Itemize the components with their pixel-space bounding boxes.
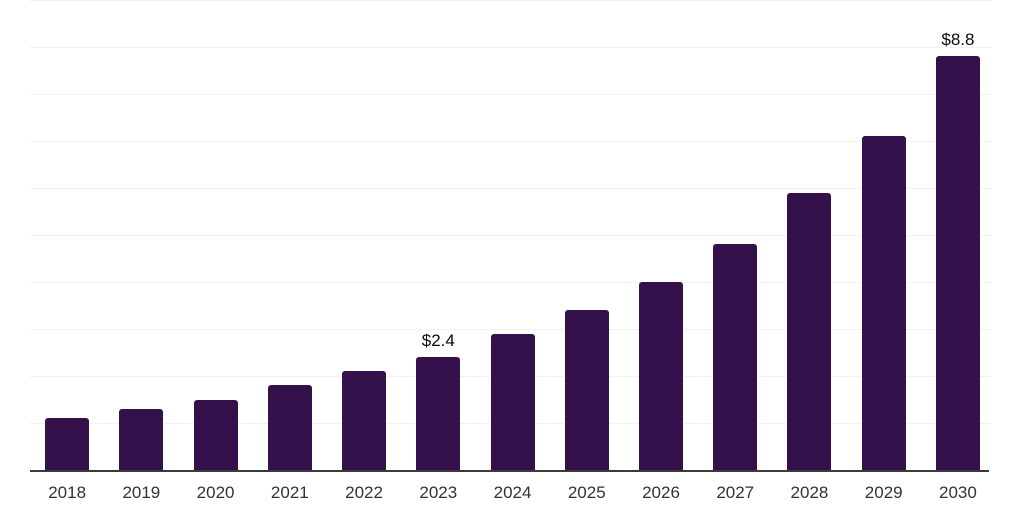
bar-slot-2029 bbox=[847, 0, 921, 470]
bar-slot-2026 bbox=[624, 0, 698, 470]
bar-2026 bbox=[638, 282, 683, 470]
bar-2029 bbox=[861, 136, 906, 470]
bar-value-label-2023: $2.4 bbox=[421, 331, 455, 351]
bar-slot-2025 bbox=[550, 0, 624, 470]
bar-2028 bbox=[787, 192, 832, 470]
bar-2024 bbox=[490, 333, 535, 470]
gridline bbox=[30, 47, 992, 48]
gridline bbox=[30, 282, 992, 283]
bar-value-label-2030: $8.8 bbox=[941, 30, 975, 50]
bar-slot-2019 bbox=[104, 0, 178, 470]
gridline bbox=[30, 329, 992, 330]
bar-2019 bbox=[119, 408, 164, 470]
bar-slot-2018 bbox=[30, 0, 104, 470]
gridline bbox=[30, 0, 992, 1]
bar-slot-2030: $8.8 bbox=[921, 0, 995, 470]
x-tick-label-2029: 2029 bbox=[864, 483, 903, 502]
x-tick-label-2025: 2025 bbox=[567, 483, 606, 502]
bar-2021 bbox=[267, 385, 312, 470]
x-tick-label-2027: 2027 bbox=[716, 483, 755, 502]
x-tick-label-2028: 2028 bbox=[790, 483, 829, 502]
bar-slot-2023: $2.4 bbox=[401, 0, 475, 470]
bar-2020 bbox=[193, 399, 238, 470]
x-axis-labels: 2018 2019 2020 2021 2022 2023 2024 2025 2026 2027… bbox=[30, 481, 995, 505]
bar-slot-2024 bbox=[475, 0, 549, 470]
gridline bbox=[30, 188, 992, 189]
x-tick-label-2022: 2022 bbox=[345, 483, 383, 502]
gridline bbox=[30, 235, 992, 236]
bar-slot-2022 bbox=[327, 0, 401, 470]
x-tick-label-2026: 2026 bbox=[642, 483, 680, 502]
gridline bbox=[30, 141, 992, 142]
bar-slot-2028 bbox=[772, 0, 846, 470]
x-tick-label-2023: 2023 bbox=[419, 483, 458, 502]
bar-2030 bbox=[935, 56, 980, 470]
x-axis-line bbox=[30, 470, 989, 472]
bar-2018 bbox=[45, 418, 90, 470]
gridline bbox=[30, 94, 992, 95]
bar-2027 bbox=[713, 244, 758, 470]
bar-slot-2027 bbox=[698, 0, 772, 470]
bar-2023 bbox=[416, 357, 461, 470]
x-tick-label-2019: 2019 bbox=[122, 483, 161, 502]
bar-slot-2020 bbox=[178, 0, 252, 470]
bar-2025 bbox=[564, 310, 609, 470]
bar-2022 bbox=[342, 371, 387, 470]
x-tick-label-2018: 2018 bbox=[48, 483, 87, 502]
x-tick-label-2030: 2030 bbox=[939, 483, 977, 502]
x-tick-label-2021: 2021 bbox=[270, 483, 309, 502]
x-tick-label-2024: 2024 bbox=[493, 483, 532, 502]
x-tick-label-2020: 2020 bbox=[196, 483, 235, 502]
bars-container: $2.4 $8.8 bbox=[30, 0, 995, 470]
bar-slot-2021 bbox=[253, 0, 327, 470]
